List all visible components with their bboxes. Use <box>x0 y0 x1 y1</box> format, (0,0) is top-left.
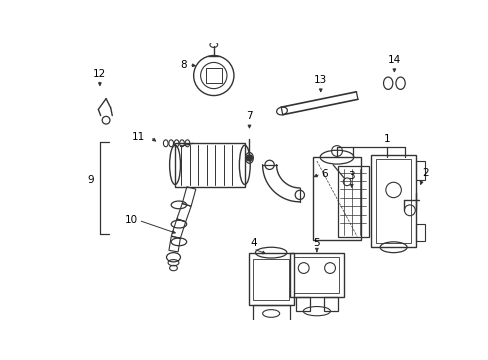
Bar <box>295 297 309 311</box>
Text: 9: 9 <box>87 175 94 185</box>
Bar <box>294 257 339 293</box>
Text: 7: 7 <box>245 111 252 121</box>
Text: 4: 4 <box>249 238 256 248</box>
Bar <box>323 297 337 311</box>
Bar <box>205 68 221 83</box>
Text: 1: 1 <box>383 134 389 144</box>
Bar <box>253 259 288 300</box>
Text: 6: 6 <box>321 169 327 179</box>
Text: 11: 11 <box>132 132 145 142</box>
Bar <box>375 159 410 243</box>
Bar <box>415 161 425 180</box>
Bar <box>289 253 343 297</box>
Text: 12: 12 <box>93 69 106 79</box>
Bar <box>312 157 360 240</box>
Text: 2: 2 <box>421 167 428 177</box>
Text: 10: 10 <box>124 215 137 225</box>
Text: 13: 13 <box>313 75 326 85</box>
Bar <box>248 253 293 305</box>
Text: 5: 5 <box>313 238 320 248</box>
Bar <box>337 166 368 237</box>
Bar <box>415 224 425 241</box>
Circle shape <box>246 155 252 161</box>
Text: 3: 3 <box>348 171 354 181</box>
Text: 8: 8 <box>180 60 186 70</box>
Bar <box>252 305 289 322</box>
Bar <box>175 143 244 187</box>
Text: 14: 14 <box>387 55 400 65</box>
Bar <box>370 155 415 247</box>
